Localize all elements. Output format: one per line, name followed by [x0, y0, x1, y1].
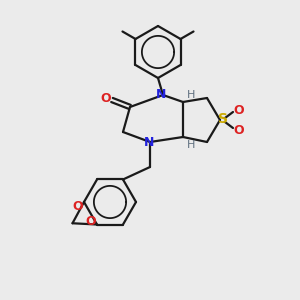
Text: N: N — [144, 136, 154, 149]
Text: S: S — [218, 112, 228, 126]
Text: H: H — [187, 140, 195, 150]
Text: O: O — [234, 103, 244, 116]
Text: H: H — [187, 90, 195, 100]
Text: N: N — [156, 88, 166, 100]
Text: O: O — [73, 200, 83, 212]
Text: O: O — [234, 124, 244, 136]
Text: O: O — [101, 92, 111, 106]
Text: O: O — [86, 215, 96, 228]
